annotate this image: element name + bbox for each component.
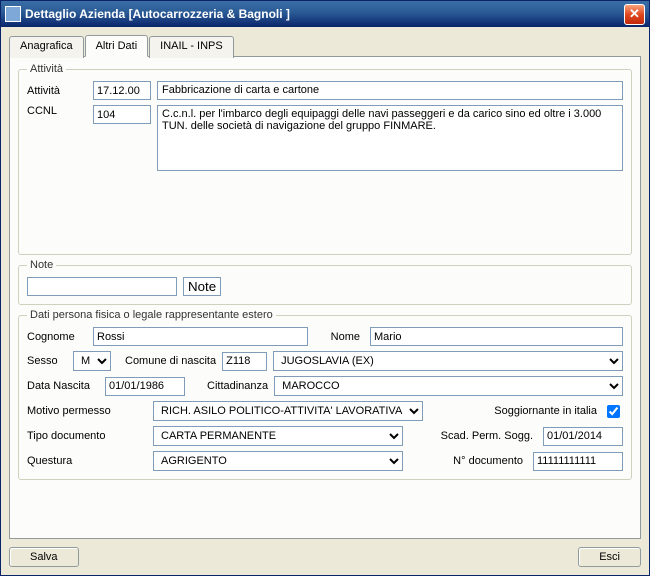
select-tipo-documento[interactable]: CARTA PERMANENTE [153, 426, 403, 446]
app-icon [5, 6, 21, 22]
select-motivo-permesso[interactable]: RICH. ASILO POLITICO-ATTIVITA' LAVORATIV… [153, 401, 423, 421]
label-data-nascita: Data Nascita [27, 380, 99, 392]
input-scad-perm[interactable] [543, 427, 623, 446]
label-cognome: Cognome [27, 331, 87, 343]
label-motivo-permesso: Motivo permesso [27, 405, 147, 417]
text-attivita-desc: Fabbricazione di carta e cartone [157, 81, 623, 100]
label-soggiornante: Soggiornante in italia [429, 405, 597, 417]
select-questura[interactable]: AGRIGENTO [153, 451, 403, 471]
label-scad-perm: Scad. Perm. Sogg. [409, 430, 537, 442]
label-comune-nascita: Comune di nascita [117, 355, 216, 367]
label-sesso: Sesso [27, 355, 67, 367]
label-n-documento: N° documento [409, 455, 527, 467]
window-title: Dettaglio Azienda [Autocarrozzeria & Bag… [25, 7, 624, 21]
input-n-documento[interactable] [533, 452, 623, 471]
tab-page-altri-dati: Attività Attività Fabbricazione di carta… [9, 56, 641, 539]
button-salva[interactable]: Salva [9, 547, 79, 567]
fieldset-dati-persona: Dati persona fisica o legale rappresenta… [18, 309, 632, 480]
checkbox-soggiornante[interactable] [607, 405, 620, 418]
titlebar: Dettaglio Azienda [Autocarrozzeria & Bag… [1, 1, 649, 27]
input-nome[interactable] [370, 327, 623, 346]
fieldset-note: Note Note [18, 259, 632, 305]
fieldset-attivita: Attività Attività Fabbricazione di carta… [18, 63, 632, 255]
input-data-nascita[interactable] [105, 377, 185, 396]
input-attivita-code[interactable] [93, 81, 151, 100]
footer: Salva Esci [9, 539, 641, 567]
legend-attivita: Attività [27, 63, 66, 75]
label-questura: Questura [27, 455, 147, 467]
label-cittadinanza: Cittadinanza [191, 380, 268, 392]
select-cittadinanza[interactable]: MAROCCO [274, 376, 623, 396]
select-comune-nascita[interactable]: JUGOSLAVIA (EX) [273, 351, 623, 371]
tab-inail-inps[interactable]: INAIL - INPS [149, 36, 234, 58]
tab-altri-dati[interactable]: Altri Dati [85, 35, 149, 57]
tabstrip: Anagrafica Altri Dati INAIL - INPS [9, 35, 641, 57]
legend-note: Note [27, 259, 56, 271]
close-button[interactable]: ✕ [624, 4, 645, 25]
select-sesso[interactable]: M [73, 351, 111, 371]
button-note[interactable]: Note [183, 277, 221, 296]
tab-anagrafica[interactable]: Anagrafica [9, 36, 84, 58]
label-ccnl: CCNL [27, 105, 87, 117]
input-ccnl-code[interactable] [93, 105, 151, 124]
input-note[interactable] [27, 277, 177, 296]
client-area: Anagrafica Altri Dati INAIL - INPS Attiv… [1, 27, 649, 575]
text-ccnl-desc: C.c.n.l. per l'imbarco degli equipaggi d… [157, 105, 623, 171]
button-esci[interactable]: Esci [578, 547, 641, 567]
label-nome: Nome [314, 331, 364, 343]
input-comune-nascita-code[interactable] [222, 352, 267, 371]
input-cognome[interactable] [93, 327, 308, 346]
window: Dettaglio Azienda [Autocarrozzeria & Bag… [0, 0, 650, 576]
label-tipo-documento: Tipo documento [27, 430, 147, 442]
label-attivita: Attività [27, 85, 87, 97]
legend-dati-persona: Dati persona fisica o legale rappresenta… [27, 309, 276, 321]
